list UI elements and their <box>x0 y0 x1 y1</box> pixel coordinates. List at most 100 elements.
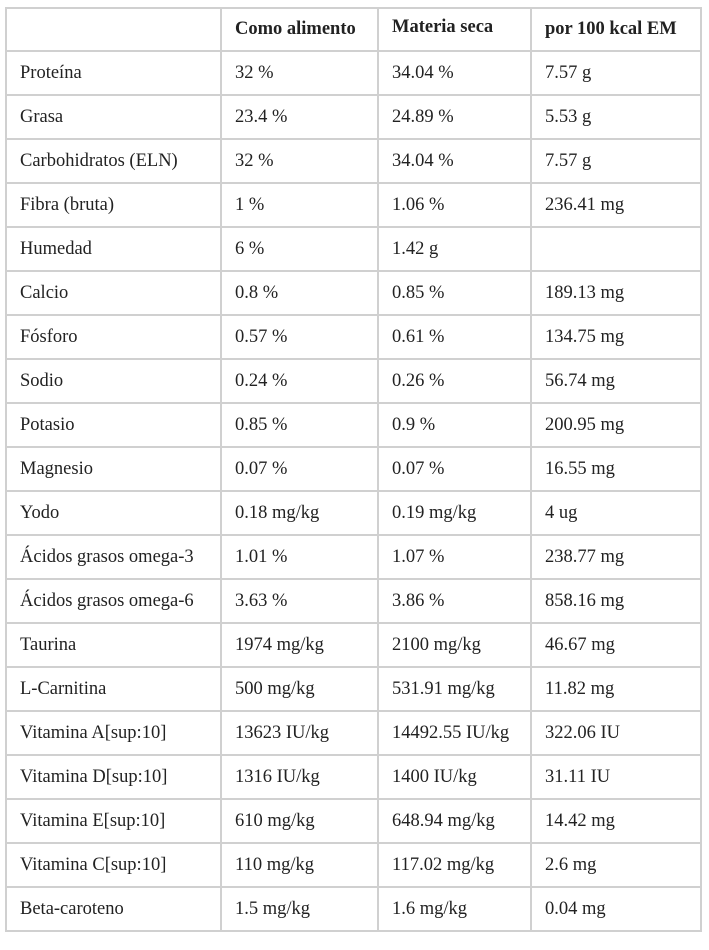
nutrition-table: Como alimento Materia seca por 100 kcal … <box>5 7 702 932</box>
per-100kcal-value: 4 ug <box>530 490 702 536</box>
nutrient-name: Potasio <box>5 402 222 448</box>
as-fed-value: 110 mg/kg <box>220 842 379 888</box>
per-100kcal-value: 31.11 IU <box>530 754 702 800</box>
nutrient-name: Grasa <box>5 94 222 140</box>
dry-matter-value: 3.86 % <box>377 578 532 624</box>
table-row: Potasio 0.85 % 0.9 % 200.95 mg <box>5 402 702 448</box>
table-row: Calcio 0.8 % 0.85 % 189.13 mg <box>5 270 702 316</box>
as-fed-value: 0.85 % <box>220 402 379 448</box>
table-row: Vitamina E[sup:10] 610 mg/kg 648.94 mg/kg 1… <box>5 798 702 844</box>
per-100kcal-value: 0.04 mg <box>530 886 702 932</box>
per-100kcal-value: 11.82 mg <box>530 666 702 712</box>
table-row: Fósforo 0.57 % 0.61 % 134.75 mg <box>5 314 702 360</box>
dry-matter-value: 648.94 mg/kg <box>377 798 532 844</box>
per-100kcal-value: 200.95 mg <box>530 402 702 448</box>
per-100kcal-value: 858.16 mg <box>530 578 702 624</box>
dry-matter-value: 2100 mg/kg <box>377 622 532 668</box>
table-body: Proteína 32 % 34.04 % 7.57 g Grasa 23.4 % 24.8… <box>5 50 702 932</box>
nutrient-name: Vitamina D[sup:10] <box>5 754 222 800</box>
as-fed-value: 1.01 % <box>220 534 379 580</box>
as-fed-value: 32 % <box>220 138 379 184</box>
dry-matter-value: 34.04 % <box>377 50 532 96</box>
table-row: L-Carnitina 500 mg/kg 531.91 mg/kg 11.82 mg <box>5 666 702 712</box>
as-fed-value: 1974 mg/kg <box>220 622 379 668</box>
dry-matter-value: 1.6 mg/kg <box>377 886 532 932</box>
dry-matter-value: 14492.55 IU/kg <box>377 710 532 756</box>
per-100kcal-value: 236.41 mg <box>530 182 702 228</box>
table-row: Beta-caroteno 1.5 mg/kg 1.6 mg/kg 0.04 mg <box>5 886 702 932</box>
nutrient-name: Yodo <box>5 490 222 536</box>
table-row: Grasa 23.4 % 24.89 % 5.53 g <box>5 94 702 140</box>
per-100kcal-value: 322.06 IU <box>530 710 702 756</box>
per-100kcal-value: 189.13 mg <box>530 270 702 316</box>
table-row: Carbohidratos (ELN) 32 % 34.04 % 7.57 g <box>5 138 702 184</box>
nutrient-name: Vitamina C[sup:10] <box>5 842 222 888</box>
table-row: Magnesio 0.07 % 0.07 % 16.55 mg <box>5 446 702 492</box>
dry-matter-value: 117.02 mg/kg <box>377 842 532 888</box>
nutrient-name: Vitamina E[sup:10] <box>5 798 222 844</box>
as-fed-value: 23.4 % <box>220 94 379 140</box>
as-fed-value: 32 % <box>220 50 379 96</box>
header-as-fed: Como alimento <box>220 7 379 52</box>
header-per-100kcal: por 100 kcal EM <box>530 7 702 52</box>
dry-matter-value: 0.07 % <box>377 446 532 492</box>
nutrient-name: Proteína <box>5 50 222 96</box>
dry-matter-value: 0.85 % <box>377 270 532 316</box>
per-100kcal-value <box>530 226 702 272</box>
per-100kcal-value: 7.57 g <box>530 50 702 96</box>
as-fed-value: 1.5 mg/kg <box>220 886 379 932</box>
as-fed-value: 13623 IU/kg <box>220 710 379 756</box>
table-header: Como alimento Materia seca por 100 kcal … <box>5 7 702 52</box>
nutrient-name: Sodio <box>5 358 222 404</box>
header-dry-matter: Materia seca <box>377 7 532 52</box>
dry-matter-value: 1.42 g <box>377 226 532 272</box>
dry-matter-value: 0.61 % <box>377 314 532 360</box>
table-row: Taurina 1974 mg/kg 2100 mg/kg 46.67 mg <box>5 622 702 668</box>
nutrient-name: Beta-caroteno <box>5 886 222 932</box>
table-row: Ácidos grasos omega-3 1.01 % 1.07 % 238.77 … <box>5 534 702 580</box>
nutrient-name: Fósforo <box>5 314 222 360</box>
nutrient-name: Vitamina A[sup:10] <box>5 710 222 756</box>
as-fed-value: 0.07 % <box>220 446 379 492</box>
table-row: Ácidos grasos omega-6 3.63 % 3.86 % 858.16 … <box>5 578 702 624</box>
table-row: Sodio 0.24 % 0.26 % 56.74 mg <box>5 358 702 404</box>
table-row: Fibra (bruta) 1 % 1.06 % 236.41 mg <box>5 182 702 228</box>
dry-matter-value: 0.26 % <box>377 358 532 404</box>
dry-matter-value: 24.89 % <box>377 94 532 140</box>
dry-matter-value: 0.19 mg/kg <box>377 490 532 536</box>
dry-matter-value: 531.91 mg/kg <box>377 666 532 712</box>
table-row: Yodo 0.18 mg/kg 0.19 mg/kg 4 ug <box>5 490 702 536</box>
per-100kcal-value: 134.75 mg <box>530 314 702 360</box>
as-fed-value: 0.57 % <box>220 314 379 360</box>
per-100kcal-value: 46.67 mg <box>530 622 702 668</box>
header-row: Como alimento Materia seca por 100 kcal … <box>5 7 702 52</box>
nutrient-name: Carbohidratos (ELN) <box>5 138 222 184</box>
nutrient-name: L-Carnitina <box>5 666 222 712</box>
nutrient-name: Ácidos grasos omega-3 <box>5 534 222 580</box>
as-fed-value: 1 % <box>220 182 379 228</box>
header-nutrient <box>5 7 222 52</box>
dry-matter-value: 1.07 % <box>377 534 532 580</box>
per-100kcal-value: 2.6 mg <box>530 842 702 888</box>
dry-matter-value: 1.06 % <box>377 182 532 228</box>
as-fed-value: 6 % <box>220 226 379 272</box>
dry-matter-value: 1400 IU/kg <box>377 754 532 800</box>
per-100kcal-value: 7.57 g <box>530 138 702 184</box>
as-fed-value: 1316 IU/kg <box>220 754 379 800</box>
per-100kcal-value: 5.53 g <box>530 94 702 140</box>
nutrient-name: Ácidos grasos omega-6 <box>5 578 222 624</box>
as-fed-value: 610 mg/kg <box>220 798 379 844</box>
per-100kcal-value: 56.74 mg <box>530 358 702 404</box>
per-100kcal-value: 14.42 mg <box>530 798 702 844</box>
nutrient-name: Magnesio <box>5 446 222 492</box>
table-row: Vitamina D[sup:10] 1316 IU/kg 1400 IU/kg 31… <box>5 754 702 800</box>
nutrient-name: Taurina <box>5 622 222 668</box>
nutrient-name: Fibra (bruta) <box>5 182 222 228</box>
dry-matter-value: 0.9 % <box>377 402 532 448</box>
as-fed-value: 0.18 mg/kg <box>220 490 379 536</box>
as-fed-value: 0.8 % <box>220 270 379 316</box>
table-row: Proteína 32 % 34.04 % 7.57 g <box>5 50 702 96</box>
as-fed-value: 0.24 % <box>220 358 379 404</box>
table-row: Humedad 6 % 1.42 g <box>5 226 702 272</box>
nutrient-name: Calcio <box>5 270 222 316</box>
